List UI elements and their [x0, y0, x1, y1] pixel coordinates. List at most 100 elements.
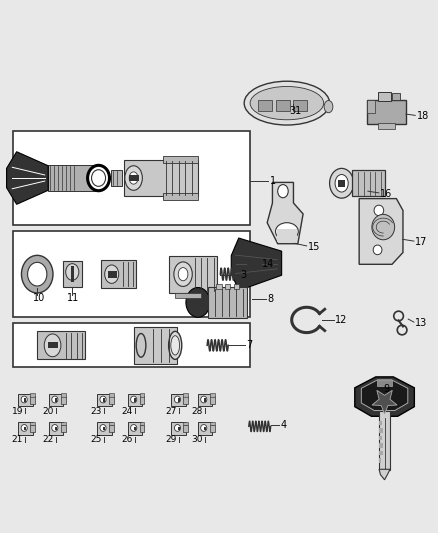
Bar [61, 425, 66, 432]
Ellipse shape [178, 268, 188, 281]
Text: 8: 8 [268, 294, 274, 304]
Ellipse shape [100, 396, 106, 403]
Text: 29: 29 [165, 435, 177, 444]
Bar [140, 422, 145, 425]
Bar [379, 421, 382, 425]
Ellipse shape [174, 425, 180, 431]
Polygon shape [372, 390, 397, 414]
Ellipse shape [52, 425, 58, 431]
Bar [25, 398, 26, 402]
Bar [124, 159, 198, 197]
Text: 11: 11 [67, 293, 79, 303]
Text: 22: 22 [42, 435, 54, 444]
Bar [103, 398, 105, 402]
Bar [184, 425, 188, 432]
Bar [171, 423, 186, 435]
Ellipse shape [66, 264, 79, 280]
Bar [204, 427, 206, 431]
Text: 15: 15 [308, 242, 320, 252]
Polygon shape [7, 152, 48, 204]
Bar [210, 422, 215, 425]
Bar [134, 427, 136, 431]
Text: 28: 28 [191, 407, 203, 416]
Ellipse shape [174, 262, 192, 286]
Bar [163, 156, 198, 163]
Text: 27: 27 [165, 407, 177, 416]
Bar [392, 93, 400, 100]
Text: 3: 3 [240, 270, 246, 280]
Bar [277, 229, 297, 243]
Text: 26: 26 [121, 435, 133, 444]
Bar [379, 436, 381, 440]
Bar [30, 393, 35, 397]
Bar [184, 397, 188, 404]
Bar [37, 332, 85, 359]
Polygon shape [361, 380, 408, 410]
Polygon shape [267, 182, 303, 244]
Ellipse shape [250, 86, 324, 120]
Ellipse shape [335, 174, 348, 192]
Bar [109, 422, 114, 425]
Bar [140, 425, 145, 432]
Bar [61, 397, 66, 404]
Text: 20: 20 [42, 407, 54, 416]
Bar [109, 425, 114, 432]
Bar [25, 427, 26, 431]
Bar [378, 123, 395, 130]
Ellipse shape [276, 223, 298, 240]
Bar [134, 398, 136, 402]
Text: 13: 13 [415, 318, 427, 328]
Bar [109, 397, 114, 404]
Bar [108, 271, 117, 278]
Bar [379, 428, 384, 433]
Ellipse shape [28, 262, 47, 286]
Bar [175, 293, 201, 298]
Text: 31: 31 [289, 106, 301, 116]
Text: 24: 24 [121, 407, 133, 416]
Ellipse shape [21, 425, 27, 431]
Bar [367, 100, 406, 124]
Bar [55, 398, 57, 402]
Ellipse shape [329, 168, 354, 198]
Text: 21: 21 [12, 435, 23, 444]
Ellipse shape [131, 425, 137, 431]
Bar [352, 170, 385, 197]
Ellipse shape [105, 265, 119, 284]
Bar [13, 231, 250, 317]
Bar [377, 379, 392, 386]
Text: 19: 19 [12, 407, 23, 416]
Polygon shape [355, 377, 414, 416]
Bar [210, 393, 215, 397]
Text: 25: 25 [91, 435, 102, 444]
Bar [61, 422, 66, 425]
Text: 23: 23 [91, 407, 102, 416]
Text: 14: 14 [262, 260, 274, 269]
Bar [208, 287, 247, 318]
Bar [198, 423, 212, 435]
Ellipse shape [52, 396, 58, 403]
Bar [171, 394, 186, 406]
Bar [61, 393, 66, 397]
Bar [163, 193, 198, 200]
Ellipse shape [324, 101, 333, 113]
Text: 16: 16 [380, 189, 392, 199]
Bar [258, 101, 272, 111]
Bar [210, 397, 215, 404]
Bar [184, 422, 188, 425]
Polygon shape [231, 238, 282, 290]
Bar [30, 397, 35, 404]
Ellipse shape [169, 332, 182, 359]
Bar [134, 327, 177, 364]
Ellipse shape [125, 166, 142, 190]
Bar [178, 398, 180, 402]
Bar [127, 394, 142, 406]
Bar [198, 394, 212, 406]
Bar [378, 92, 391, 101]
Bar [101, 260, 136, 288]
Ellipse shape [131, 396, 137, 403]
Bar [111, 170, 122, 186]
Bar [55, 427, 57, 431]
Bar [379, 451, 383, 455]
Ellipse shape [88, 165, 110, 191]
Bar [127, 423, 142, 435]
